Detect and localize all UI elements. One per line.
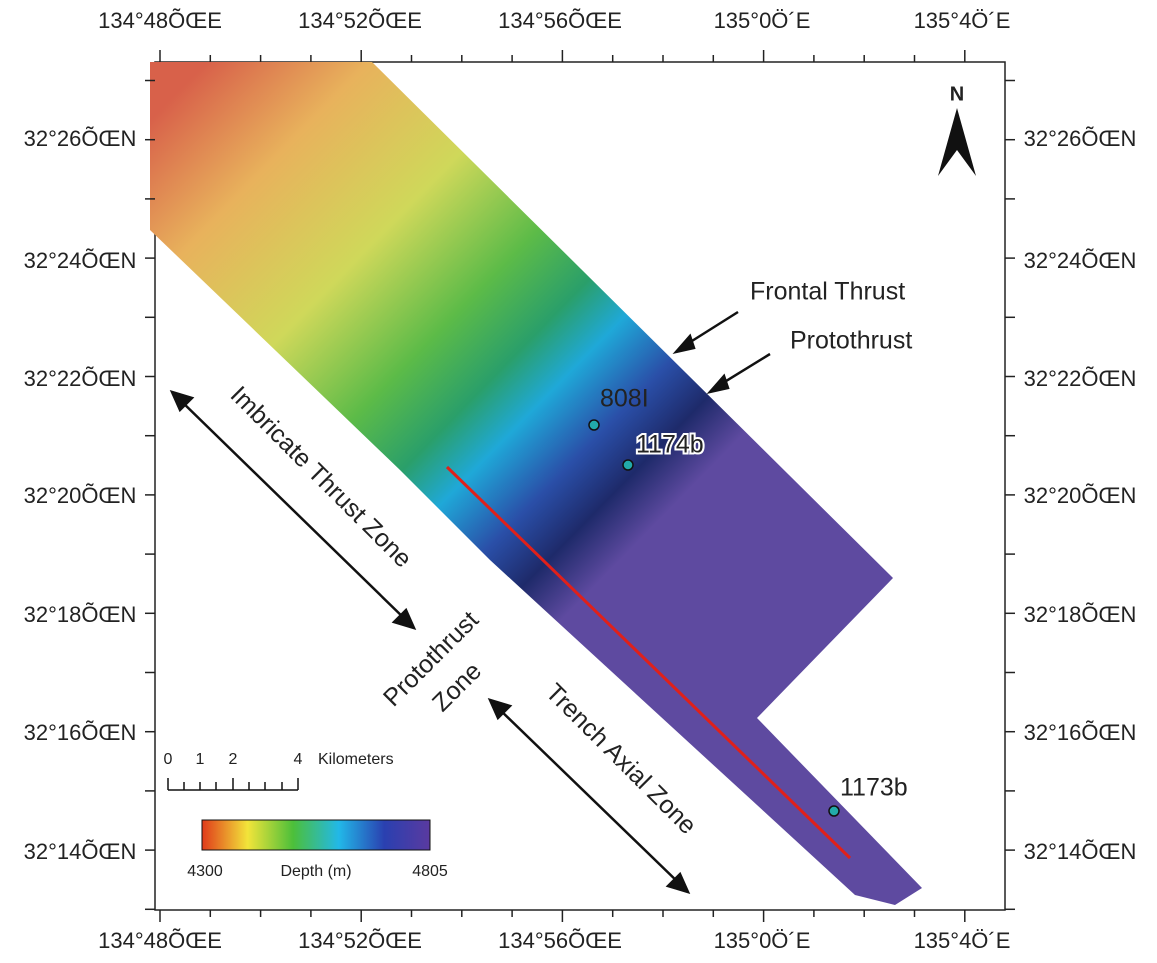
color-bar: [202, 820, 430, 850]
lat-label: 32°18ÕŒN: [24, 602, 137, 627]
lon-label: 134°56ÕŒE: [498, 8, 622, 33]
scale-tick-label: 2: [229, 751, 238, 768]
scale-tick-label: 4: [294, 751, 303, 768]
site-marker: [589, 420, 599, 430]
legend-title: Depth (m): [280, 863, 351, 880]
lat-label: 32°26ÕŒN: [24, 126, 137, 151]
lon-label: 134°48ÕŒE: [98, 928, 222, 953]
scale-tick-label: 1: [196, 751, 205, 768]
lat-label: 32°22ÕŒN: [24, 366, 137, 391]
annotation: Frontal Thrust: [750, 278, 905, 306]
legend-max: 4805: [412, 863, 448, 880]
lat-label: 32°14ÕŒN: [24, 839, 137, 864]
lat-label: 32°16ÕŒN: [24, 720, 137, 745]
lon-label: 135°4Ö´E: [914, 8, 1011, 33]
lat-label: 32°14ÕŒN: [1024, 839, 1137, 864]
scale-tick-label: 0: [164, 751, 173, 768]
site-marker: [623, 460, 633, 470]
lat-label: 32°16ÕŒN: [1024, 720, 1137, 745]
scale-unit: Kilometers: [318, 751, 394, 768]
lat-label: 32°24ÕŒN: [1024, 248, 1137, 273]
lat-label: 32°26ÕŒN: [1024, 126, 1137, 151]
lon-label: 134°52ÕŒE: [298, 928, 422, 953]
lat-label: 32°18ÕŒN: [1024, 602, 1137, 627]
lat-label: 32°20ÕŒN: [24, 483, 137, 508]
lat-label: 32°24ÕŒN: [24, 248, 137, 273]
lon-label: 135°4Ö´E: [914, 928, 1011, 953]
north-label: N: [950, 83, 964, 105]
lat-label: 32°22ÕŒN: [1024, 366, 1137, 391]
site-marker: [829, 806, 839, 816]
lon-label: 135°0Ö´E: [714, 8, 811, 33]
annotation: Protothrust: [790, 327, 912, 355]
site-label: 808I: [600, 385, 649, 413]
lon-label: 135°0Ö´E: [714, 928, 811, 953]
site-label: 1173b: [840, 774, 908, 802]
site-label: 1174b: [636, 431, 704, 459]
map: 134°48ÕŒE 134°52ÕŒE 134°56ÕŒE 135°0Ö´E 1…: [0, 0, 1157, 963]
legend-min: 4300: [187, 863, 223, 880]
lat-label: 32°20ÕŒN: [1024, 483, 1137, 508]
lon-label: 134°52ÕŒE: [298, 8, 422, 33]
lon-label: 134°56ÕŒE: [498, 928, 622, 953]
lon-label: 134°48ÕŒE: [98, 8, 222, 33]
